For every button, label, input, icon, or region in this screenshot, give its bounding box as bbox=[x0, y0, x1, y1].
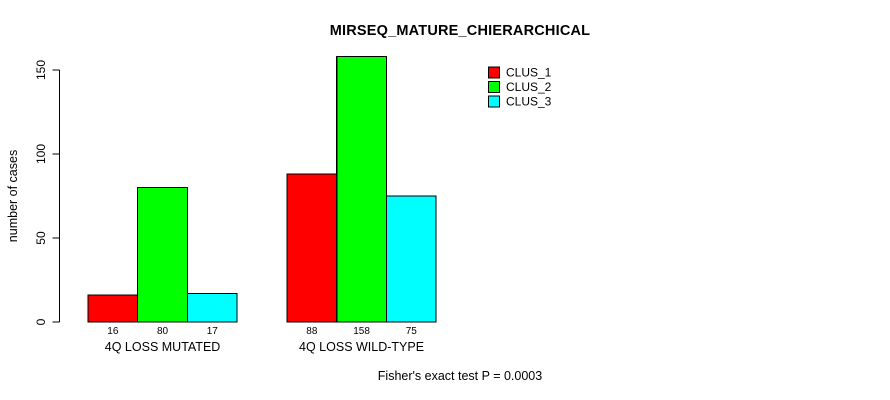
legend-swatch-clus_3 bbox=[488, 95, 500, 108]
chart-title: MIRSEQ_MATURE_CHIERARCHICAL bbox=[329, 23, 591, 39]
stats-caption: Fisher's exact test P = 0.0003 bbox=[377, 369, 543, 383]
legend-label: CLUS_1 bbox=[506, 66, 552, 80]
bar-value-label: 88 bbox=[306, 326, 318, 337]
y-tick-label: 100 bbox=[34, 144, 48, 164]
y-tick-label: 150 bbox=[34, 60, 48, 80]
bar-value-label: 80 bbox=[157, 326, 169, 337]
bar-value-label: 16 bbox=[107, 326, 119, 337]
bar-value-label: 75 bbox=[406, 326, 418, 337]
legend-swatch-clus_2 bbox=[488, 80, 500, 93]
x-group-label: 4Q LOSS WILD-TYPE bbox=[299, 340, 424, 354]
bar-labels-group: 16 80 17 4Q LOSS MUTATED 88 158 75 4Q LOSS WILD… bbox=[105, 326, 424, 354]
x-group-label: 4Q LOSS MUTATED bbox=[105, 340, 221, 354]
y-axis-title: number of cases bbox=[6, 150, 20, 242]
legend-swatch-clus_1 bbox=[488, 66, 500, 79]
bar-value-label: 158 bbox=[353, 326, 370, 337]
y-tick-label: 0 bbox=[34, 318, 48, 325]
bar-clus_3-1 bbox=[186, 292, 238, 323]
bar-clus_1-1 bbox=[87, 294, 139, 323]
bar-clus_2-2 bbox=[336, 56, 387, 323]
legend-label: CLUS_3 bbox=[506, 94, 552, 108]
y-tick-label: 50 bbox=[34, 231, 48, 245]
bars-group bbox=[87, 56, 437, 323]
legend-label: CLUS_2 bbox=[506, 80, 552, 94]
bar-clus_1-2 bbox=[286, 173, 338, 323]
bar-value-label: 17 bbox=[207, 326, 219, 337]
y-axis: 0 50 100 150 bbox=[34, 60, 61, 325]
bar-clus_3-2 bbox=[385, 195, 437, 323]
bar-clus_2-1 bbox=[137, 187, 188, 323]
